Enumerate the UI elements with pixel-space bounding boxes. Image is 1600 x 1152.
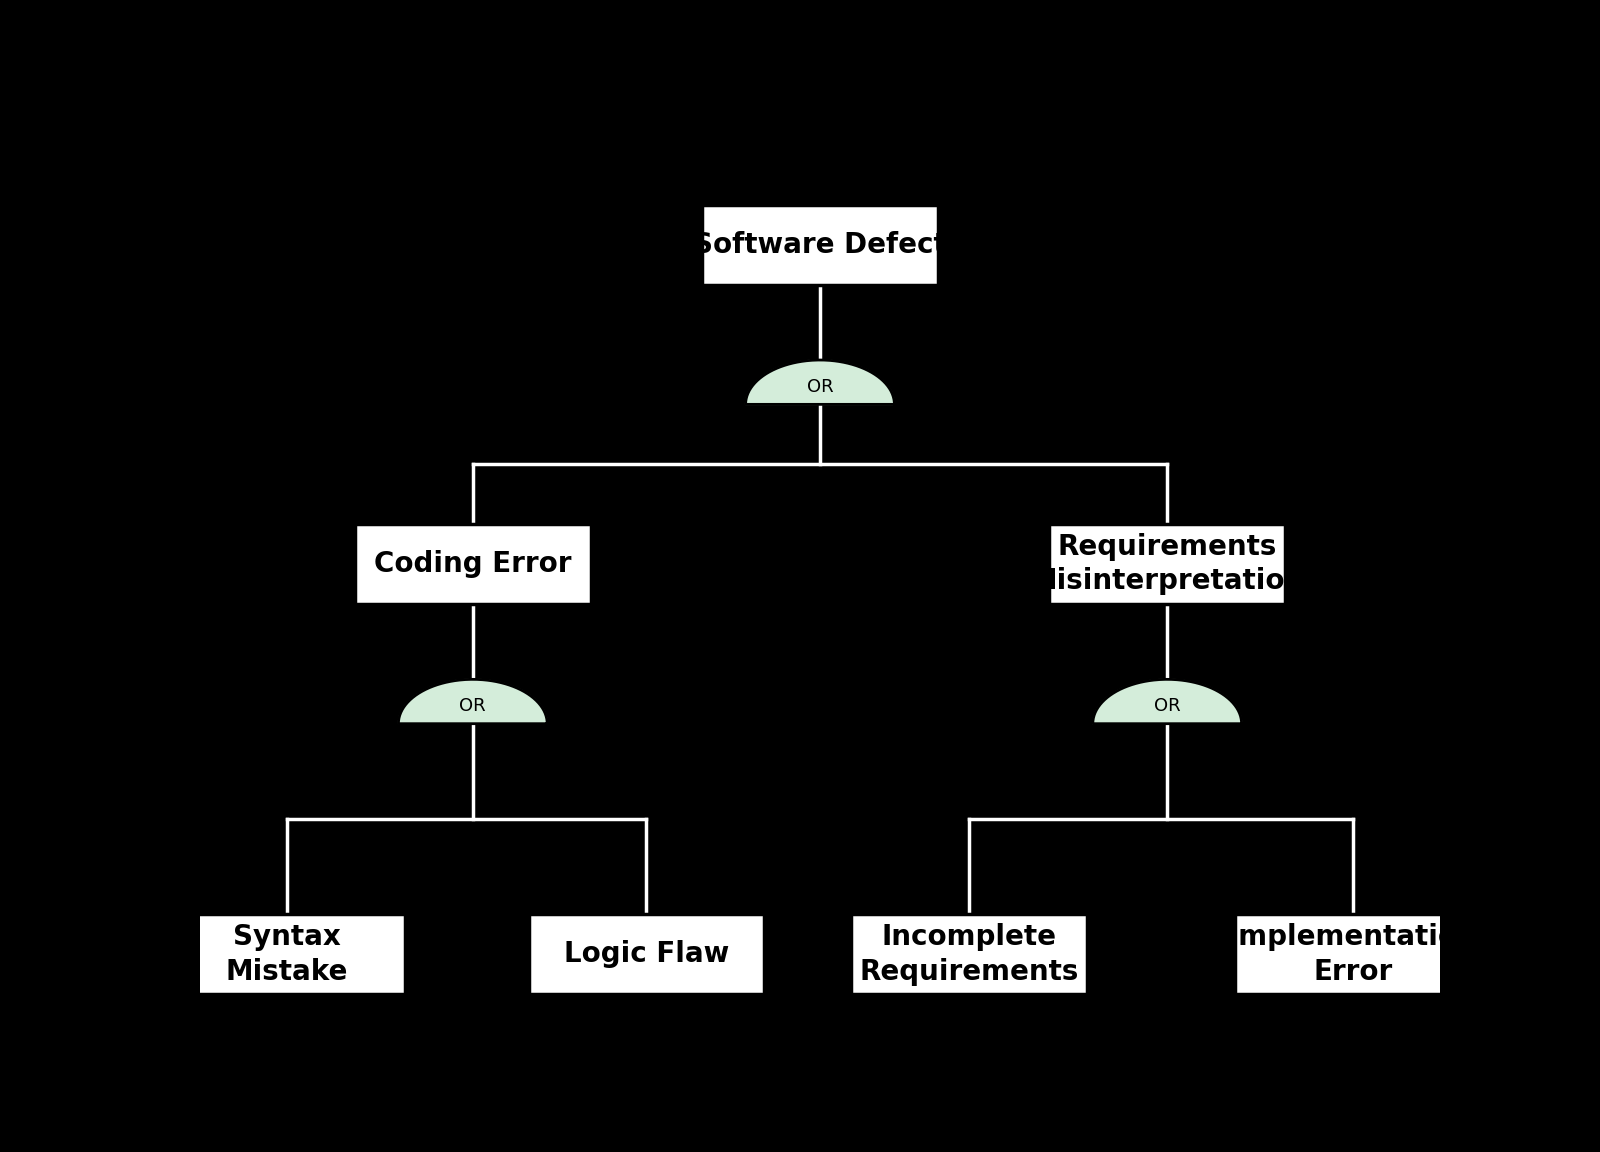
Text: OR: OR [459,697,486,715]
Text: Implementation
Error: Implementation Error [1229,923,1477,986]
FancyBboxPatch shape [1235,915,1470,994]
Polygon shape [746,361,894,404]
FancyBboxPatch shape [851,915,1086,994]
FancyBboxPatch shape [702,205,938,285]
FancyBboxPatch shape [1050,524,1285,604]
Text: Requirements
Misinterpretation: Requirements Misinterpretation [1029,532,1306,596]
Text: Syntax
Mistake: Syntax Mistake [226,923,347,986]
FancyBboxPatch shape [528,915,765,994]
Text: OR: OR [806,378,834,395]
Text: OR: OR [1154,697,1181,715]
FancyBboxPatch shape [355,524,590,604]
Text: Software Defect: Software Defect [693,230,947,259]
Text: Coding Error: Coding Error [374,550,571,578]
FancyBboxPatch shape [170,915,405,994]
Polygon shape [1093,680,1242,723]
Text: Logic Flaw: Logic Flaw [563,940,730,969]
Polygon shape [398,680,547,723]
Text: Incomplete
Requirements: Incomplete Requirements [859,923,1078,986]
